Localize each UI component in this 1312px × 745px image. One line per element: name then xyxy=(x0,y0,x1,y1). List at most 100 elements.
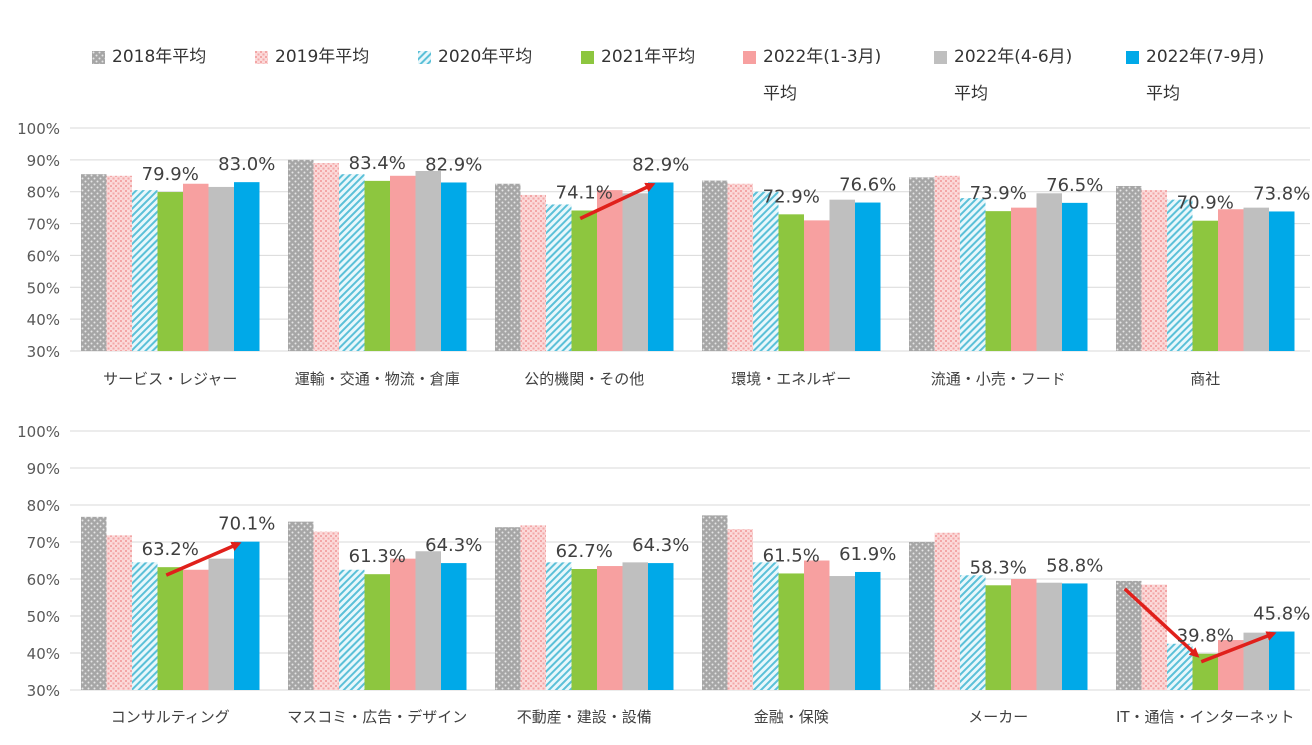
legend-swatch-2022-q2 xyxy=(934,51,947,64)
bar-2018 xyxy=(702,515,728,690)
bar-2019 xyxy=(1141,190,1167,351)
y-tick-label: 40% xyxy=(27,645,60,663)
bar-2018 xyxy=(288,159,314,351)
bar-2022-q3 xyxy=(234,541,260,690)
category-label: メーカー xyxy=(968,708,1028,726)
bar-2022-q2 xyxy=(208,558,234,690)
bar-2020 xyxy=(546,204,572,351)
bar-2018 xyxy=(1116,580,1142,690)
y-tick-label: 70% xyxy=(27,216,60,234)
bar-2020 xyxy=(960,198,986,351)
bar-2022-q3 xyxy=(1062,583,1088,690)
y-tick-label: 80% xyxy=(27,184,60,202)
bar-2020 xyxy=(132,190,158,351)
bar-2019 xyxy=(520,194,546,351)
bar-2022-q2 xyxy=(622,193,648,351)
data-label: 82.9% xyxy=(632,154,689,175)
bar-2019 xyxy=(106,175,132,351)
category-label: 公的機関・その他 xyxy=(524,370,644,388)
bar-2020 xyxy=(546,562,572,690)
bar-2019 xyxy=(727,529,753,690)
bar-2020 xyxy=(753,191,779,351)
legend-label-2022-q2-line2: 平均 xyxy=(954,84,988,104)
data-label: 73.8% xyxy=(1253,183,1310,204)
bar-2022-q1 xyxy=(183,569,209,690)
data-label: 61.9% xyxy=(839,544,896,565)
y-tick-label: 70% xyxy=(27,534,60,552)
trend-arrow xyxy=(579,182,656,221)
legend-label-2021: 2021年平均 xyxy=(601,47,696,67)
bar-2022-q1 xyxy=(1011,207,1037,351)
bar-2022-q1 xyxy=(1218,209,1244,351)
data-label: 83.4% xyxy=(349,153,406,174)
data-label: 82.9% xyxy=(425,154,482,175)
legend-label-2022-q1-line2: 平均 xyxy=(763,84,797,104)
bar-2022-q1 xyxy=(390,558,416,690)
bar-2022-q2 xyxy=(1243,207,1269,351)
bar-2020 xyxy=(1167,643,1193,690)
bar-2022-q2 xyxy=(1036,193,1062,351)
data-label: 45.8% xyxy=(1253,604,1310,625)
data-label: 72.9% xyxy=(763,186,820,207)
data-label: 62.7% xyxy=(556,541,613,562)
chart-panel-top: 30% 40% 50% 60% 70% 80% 90% 100% サービス・レジャー 運輸・交通・… xyxy=(17,120,1310,388)
category-label: マスコミ・広告・デザイン xyxy=(287,708,467,726)
data-label: 83.0% xyxy=(218,154,275,175)
bar-2022-q1 xyxy=(804,560,830,690)
y-tick-label: 60% xyxy=(27,247,60,265)
legend-label-2019: 2019年平均 xyxy=(275,47,370,67)
y-tick-label: 50% xyxy=(27,279,60,297)
category-label: 金融・保険 xyxy=(754,708,829,726)
bar-2022-q1 xyxy=(804,220,830,351)
category-label: IT・通信・インターネット xyxy=(1116,708,1295,726)
bar-2018 xyxy=(1116,185,1142,351)
bar-2022-q3 xyxy=(648,182,674,351)
bar-2021 xyxy=(778,573,804,690)
legend-swatch-2018 xyxy=(92,51,105,64)
y-tick-label: 30% xyxy=(27,682,60,700)
bar-2019 xyxy=(313,531,339,690)
data-label: 70.9% xyxy=(1177,193,1234,214)
bar-2022-q3 xyxy=(441,563,467,690)
bar-2021 xyxy=(157,567,183,690)
bar-2022-q2 xyxy=(208,186,234,351)
bar-2018 xyxy=(909,542,935,690)
legend-label-2018: 2018年平均 xyxy=(112,47,207,67)
bar-2022-q2 xyxy=(622,562,648,690)
legend: 2018年平均 2019年平均 2020年平均 2021年平均 2022年(1-… xyxy=(0,0,1312,110)
bar-2021 xyxy=(1192,220,1218,351)
y-tick-label: 90% xyxy=(27,460,60,478)
category-label: 不動産・建設・設備 xyxy=(517,708,652,726)
bar-2022-q3 xyxy=(855,571,881,690)
data-label: 74.1% xyxy=(556,183,613,204)
bar-2019 xyxy=(313,163,339,351)
category-label: サービス・レジャー xyxy=(103,370,237,388)
trend-arrow xyxy=(1123,587,1200,658)
bar-2019 xyxy=(934,175,960,351)
bar-2021 xyxy=(778,214,804,351)
bar-2021 xyxy=(364,574,390,690)
bar-2020 xyxy=(132,562,158,690)
legend-label-2020: 2020年平均 xyxy=(438,47,533,67)
legend-label-2022-q1: 2022年(1-3月) xyxy=(763,47,882,67)
category-label: コンサルティング xyxy=(111,708,230,726)
legend-swatch-2020 xyxy=(418,51,431,64)
bar-2022-q1 xyxy=(1011,579,1037,690)
bar-2022-q3 xyxy=(1269,631,1295,690)
bar-2022-q3 xyxy=(234,182,260,351)
bar-2019 xyxy=(520,525,546,690)
bar-2022-q1 xyxy=(597,190,623,351)
bar-2022-q2 xyxy=(1036,582,1062,690)
legend-label-2022-q3-line2: 平均 xyxy=(1146,84,1180,104)
data-label: 76.5% xyxy=(1046,175,1103,196)
bar-2022-q3 xyxy=(855,202,881,351)
data-label: 63.2% xyxy=(142,539,199,560)
legend-swatch-2019 xyxy=(255,51,268,64)
bar-2020 xyxy=(339,174,365,351)
bar-2022-q3 xyxy=(648,563,674,690)
bar-2018 xyxy=(81,516,107,690)
bar-2022-q3 xyxy=(1269,211,1295,351)
legend-label-2022-q3: 2022年(7-9月) xyxy=(1146,47,1265,67)
bar-2020 xyxy=(1167,199,1193,351)
